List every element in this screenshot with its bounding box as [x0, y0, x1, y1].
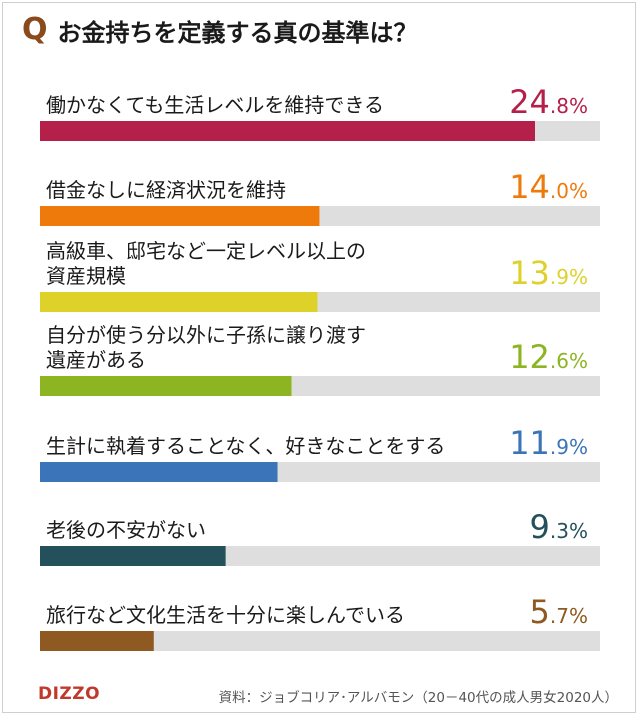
category-label-4-line-1: 自分が使う分以外に子孫に譲り渡す: [46, 323, 366, 347]
value-label-5: 11.9%: [509, 424, 588, 462]
bar-3: [40, 292, 318, 312]
category-label-4-line-2: 遺産がある: [46, 348, 146, 372]
category-label-7: 旅行など文化生活を十分に楽しんでいる: [46, 603, 405, 627]
bar-1: [40, 121, 535, 141]
category-label-6: 老後の不安がない: [46, 518, 206, 542]
q-mark: Q: [22, 12, 48, 47]
category-label-3-line-1: 高級車、邸宅など一定レベル以上の: [46, 239, 366, 263]
value-label-3: 13.9%: [509, 254, 588, 292]
bar-2: [40, 206, 320, 226]
bar-7: [40, 631, 154, 651]
bar-4: [40, 376, 292, 396]
value-label-4: 12.6%: [509, 338, 588, 376]
bar-5: [40, 462, 278, 482]
bar-6: [40, 546, 226, 566]
value-label-1: 24.8%: [509, 83, 588, 121]
value-label-6: 9.3%: [530, 508, 588, 546]
value-label-7: 5.7%: [530, 593, 588, 631]
bar-track-7: [40, 631, 600, 651]
category-label-5: 生計に執着することなく、好きなことをする: [46, 434, 445, 458]
value-label-2: 14.0%: [509, 168, 588, 206]
source-note: 資料：ジョブコリア･アルバモン（20－40代の成人男女2020人）: [218, 690, 618, 706]
header: Q お金持ちを定義する真の基準は？: [22, 10, 418, 50]
brand-logo: DIZZO: [38, 684, 101, 704]
category-label-3-line-2: 資産規模: [46, 264, 126, 288]
category-label-1: 働かなくても生活レベルを維持できる: [46, 93, 384, 117]
category-label-2: 借金なしに経済状況を維持: [46, 178, 286, 202]
chart-title: お金持ちを定義する真の基準は？: [57, 18, 418, 47]
